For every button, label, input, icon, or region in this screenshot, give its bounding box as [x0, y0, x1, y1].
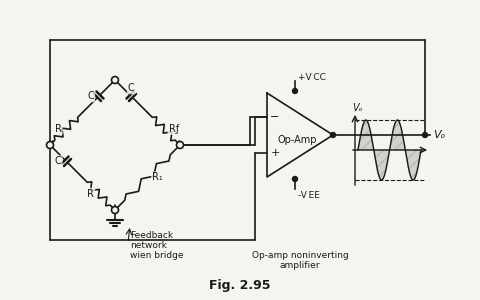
Text: R: R	[87, 189, 94, 199]
Circle shape	[111, 206, 119, 214]
Text: +: +	[270, 148, 280, 158]
Circle shape	[177, 142, 183, 148]
Text: R: R	[55, 124, 62, 134]
Text: C: C	[87, 91, 94, 101]
Circle shape	[111, 76, 119, 83]
Circle shape	[292, 88, 298, 94]
Text: b: b	[177, 140, 183, 150]
Text: Op-Amp: Op-Amp	[277, 135, 317, 145]
Text: -V EE: -V EE	[298, 190, 320, 200]
Text: Op-amp noninverting: Op-amp noninverting	[252, 250, 348, 260]
Text: d: d	[47, 140, 53, 150]
Text: Vₒ: Vₒ	[433, 130, 445, 140]
Text: amplifier: amplifier	[280, 260, 320, 269]
Text: Rƒ: Rƒ	[168, 124, 179, 134]
Text: a: a	[112, 75, 118, 85]
Text: c: c	[112, 205, 118, 215]
Text: −: −	[270, 112, 280, 122]
Circle shape	[47, 142, 53, 148]
Text: Vₒ: Vₒ	[352, 103, 362, 113]
Text: network: network	[130, 241, 167, 250]
Text: Feedback: Feedback	[130, 230, 173, 239]
Text: wien bridge: wien bridge	[130, 250, 183, 260]
Circle shape	[331, 133, 336, 137]
Circle shape	[292, 176, 298, 181]
Text: R₁: R₁	[152, 172, 163, 182]
Circle shape	[422, 133, 428, 137]
Text: Fig. 2.95: Fig. 2.95	[209, 278, 271, 292]
Text: C: C	[55, 156, 61, 166]
Text: C: C	[128, 83, 134, 93]
Text: +V CC: +V CC	[298, 74, 326, 82]
